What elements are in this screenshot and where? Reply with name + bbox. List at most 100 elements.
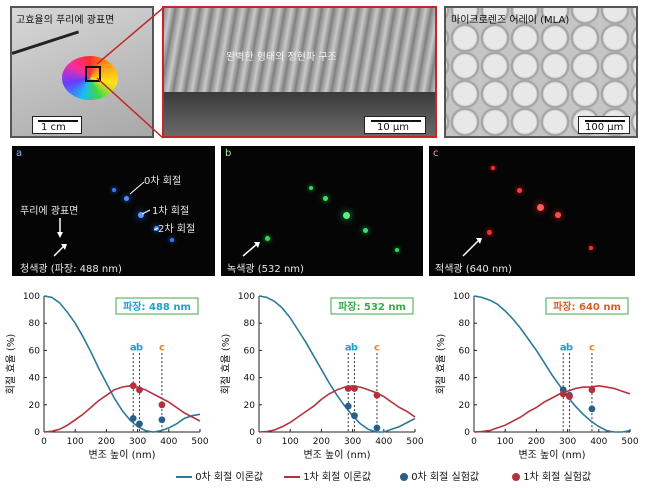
x-axis-label: 변조 높이 (nm) [303, 449, 370, 461]
chart-title-box [115, 297, 199, 315]
series-line-0 [258, 295, 416, 433]
data-point-series-3 [351, 385, 358, 392]
legend-item-1st-theory: 1차 회절 이론값 [284, 468, 371, 483]
y-tick-label: 60 [244, 346, 256, 356]
caption-green: 녹색광 (532 nm) [227, 264, 304, 275]
diffraction-spot [309, 186, 313, 190]
panel-letter-c: c [433, 148, 439, 159]
x-tick-label: 300 [559, 437, 576, 447]
data-point-series-2 [129, 415, 137, 422]
x-tick-label: 500 [621, 437, 638, 447]
zoom-box [85, 66, 101, 82]
diffraction-spot [589, 246, 593, 250]
diffraction-spot [555, 212, 561, 218]
marker-label-a: a [560, 342, 567, 353]
marker-label-c: c [374, 342, 380, 353]
y-tick-label: 100 [23, 292, 40, 302]
x-tick-label: 300 [129, 437, 146, 447]
arrow-green [242, 242, 260, 257]
annotation-fourier-surface: 푸리에 광표면 [20, 206, 79, 217]
zoom-lines [96, 7, 164, 139]
diffraction-spot [343, 212, 350, 219]
diffraction-spot [537, 204, 544, 211]
x-tick-label: 200 [313, 437, 330, 447]
legend-line-icon [284, 476, 300, 478]
caption-blue: 청색광 (파장: 488 nm) [20, 264, 122, 275]
x-tick-label: 400 [375, 437, 392, 447]
caption-red: 적색광 (640 nm) [435, 264, 512, 275]
scale-box-left: 1 cm [32, 116, 82, 134]
data-point-series-2 [588, 405, 596, 413]
panel-title-middle: 완벽한 형태의 정현파 구조 [226, 52, 337, 63]
marker-label-c: c [159, 342, 165, 353]
y-tick-label: 60 [459, 346, 471, 356]
y-tick-label: 20 [244, 401, 256, 411]
scale-box-right: 100 μm [578, 116, 630, 134]
y-tick-label: 100 [238, 292, 255, 302]
y-tick-label: 0 [464, 428, 470, 438]
y-tick-label: 60 [29, 346, 41, 356]
diffraction-spot [491, 166, 495, 170]
x-tick-label: 200 [98, 437, 115, 447]
marker-label-a: a [130, 342, 137, 353]
x-tick-label: 100 [67, 437, 84, 447]
data-point-series-3 [566, 393, 573, 401]
y-tick-label: 20 [459, 401, 471, 411]
diffraction-spot [363, 228, 368, 233]
y-tick-label: 20 [29, 401, 41, 411]
x-tick-label: 100 [282, 437, 299, 447]
y-axis-label: 회절 효율 (%) [219, 334, 232, 395]
diffraction-spot [265, 236, 270, 241]
diffraction-spot [138, 212, 144, 218]
arrows-blue [53, 181, 159, 257]
panel-title-left: 고효율의 푸리에 광표면 [16, 15, 115, 26]
diffraction-spot [170, 238, 174, 242]
scale-box-middle: 10 μm [364, 116, 426, 134]
panel-letter-b: b [225, 148, 232, 159]
x-axis-label: 변조 높이 (nm) [518, 449, 585, 461]
y-tick-label: 100 [453, 292, 470, 302]
chart-488nm: 0 100 200 300 400 500 0 20 40 60 80 100 변조 높이 (nm) 회절… [4, 292, 209, 461]
y-tick-label: 80 [459, 319, 471, 329]
y-tick-label: 80 [244, 319, 256, 329]
x-tick-label: 0 [471, 437, 477, 447]
x-tick-label: 500 [406, 437, 423, 447]
x-tick-label: 200 [528, 437, 545, 447]
data-point-series-2 [351, 412, 358, 420]
x-tick-label: 400 [590, 437, 607, 447]
series-line-0 [43, 295, 201, 433]
panel-title-right: 마이크로렌즈 어레이 (MLA) [451, 15, 570, 26]
y-axis-label: 회절 효율 (%) [4, 334, 17, 395]
diffraction-spot [112, 188, 116, 192]
data-point-series-3 [588, 386, 596, 394]
diffraction-spot [124, 196, 129, 201]
legend-item-1st-exp: 1차 회절 실험값 [512, 468, 591, 483]
rainbow-sample [62, 56, 118, 100]
legend-line-icon [176, 476, 192, 478]
diffraction-panel-red: c 적색광 (640 nm) [429, 146, 635, 276]
data-point-series-3 [136, 386, 143, 394]
data-point-series-3 [158, 401, 166, 409]
y-tick-label: 40 [244, 374, 256, 384]
photo-fourier-surface: 고효율의 푸리에 광표면 1 cm [10, 6, 154, 138]
marker-label-b: b [136, 342, 143, 353]
chart-532nm: 0 100 200 300 400 500 0 20 40 60 80 100 변조 높이 (nm) 회절… [219, 292, 424, 461]
data-point-series-2 [158, 416, 166, 424]
legend-dot-icon [400, 473, 408, 481]
series-line-1 [43, 384, 201, 433]
x-tick-label: 500 [191, 437, 208, 447]
y-tick-label: 80 [29, 319, 41, 329]
data-point-series-3 [559, 390, 567, 398]
data-point-series-2 [344, 402, 352, 410]
diffraction-panel-blue: a 푸리에 광표면 0차 회절 1차 회절 2차 회절 청색광 (파장: 488… [12, 146, 215, 276]
series-line-1 [473, 384, 631, 433]
y-tick-label: 40 [29, 374, 41, 384]
diffraction-panel-green: b 녹색광 (532 nm) [221, 146, 423, 276]
chart-title-box [330, 297, 414, 315]
x-tick-label: 300 [344, 437, 361, 447]
chart-title: 파장: 532 nm [338, 300, 406, 313]
legend-item-0th-exp: 0차 회절 실험값 [400, 468, 479, 483]
diffraction-spot [323, 196, 328, 201]
x-tick-label: 0 [41, 437, 47, 447]
annotation-0th-order: 0차 회절 [144, 176, 182, 187]
